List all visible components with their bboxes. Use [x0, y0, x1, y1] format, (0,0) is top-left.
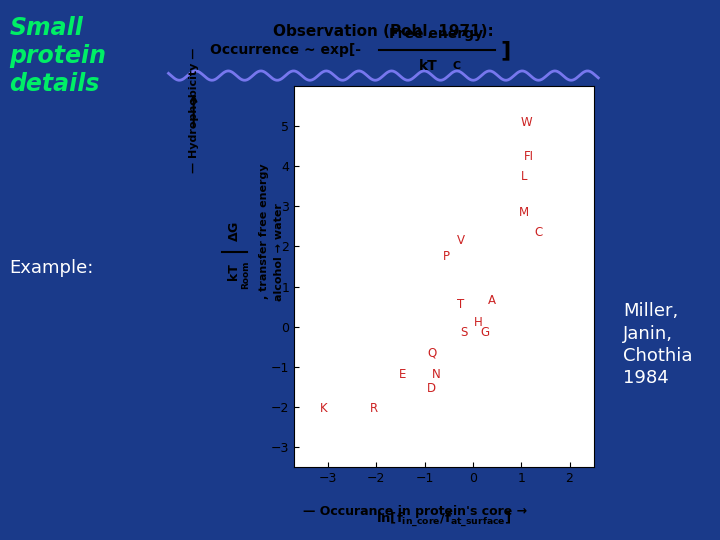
Text: P: P — [443, 250, 450, 263]
Text: — Hydrophobicity —: — Hydrophobicity — — [189, 48, 199, 173]
Text: alcohol → water: alcohol → water — [274, 203, 284, 301]
Text: V: V — [457, 234, 465, 247]
Text: Room: Room — [240, 261, 250, 289]
Text: , transfer free energy: , transfer free energy — [258, 163, 269, 299]
Text: M: M — [518, 206, 528, 219]
Text: L: L — [521, 170, 527, 183]
Text: ln[f$_{\mathregular{in\_core}}$/f$_{\mathregular{at\_surface}}$]: ln[f$_{\mathregular{in\_core}}$/f$_{\mat… — [376, 511, 512, 529]
Text: R: R — [370, 402, 378, 415]
Text: C: C — [453, 60, 461, 71]
Text: S: S — [461, 326, 468, 339]
Text: Free energy: Free energy — [389, 27, 483, 41]
Text: W: W — [521, 116, 532, 129]
Text: FI: FI — [523, 150, 534, 163]
Text: A: A — [488, 294, 496, 307]
Text: K: K — [320, 402, 327, 415]
Text: Occurrence ~ exp[-: Occurrence ~ exp[- — [210, 43, 361, 57]
Text: N: N — [432, 368, 441, 381]
Text: E: E — [399, 368, 407, 381]
Text: D: D — [428, 382, 436, 395]
Text: ]: ] — [500, 40, 510, 60]
Text: Example:: Example: — [9, 259, 94, 277]
Text: H: H — [474, 316, 482, 329]
Text: — Occurance in protein's core →: — Occurance in protein's core → — [303, 504, 528, 517]
Text: $\mathdefault{\Delta}$G: $\mathdefault{\Delta}$G — [228, 221, 241, 241]
Text: C: C — [534, 226, 542, 239]
Text: Miller,
Janin,
Chothia
1984: Miller, Janin, Chothia 1984 — [623, 302, 693, 387]
Text: Q: Q — [427, 346, 436, 359]
Text: G: G — [480, 326, 490, 339]
Text: Small
protein
details: Small protein details — [9, 16, 107, 96]
Text: Observation (Pohl, 1971):: Observation (Pohl, 1971): — [273, 24, 494, 39]
Text: T: T — [457, 298, 464, 311]
Text: kT: kT — [419, 59, 438, 73]
Text: kT: kT — [227, 263, 240, 280]
